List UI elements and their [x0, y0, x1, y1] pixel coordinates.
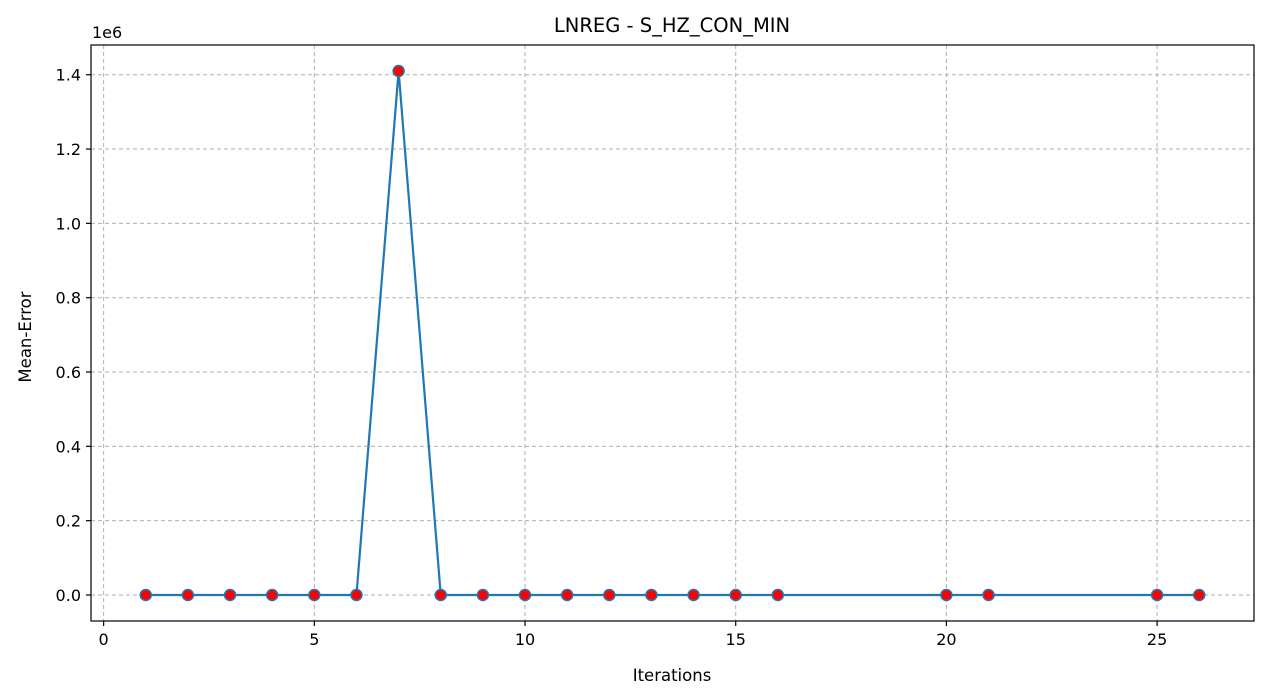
plot-frame — [90, 44, 1255, 622]
y-axis-label: Mean-Error — [16, 291, 35, 382]
x-tick-label: 5 — [309, 630, 319, 649]
y-tick-label: 0.8 — [56, 289, 81, 308]
data-point — [518, 588, 532, 602]
y-tick-label: 1.0 — [56, 214, 81, 233]
series-line — [145, 69, 1200, 597]
data-point — [771, 588, 785, 602]
y-tick-label: 0.6 — [56, 363, 81, 382]
y-tick-label: 1.2 — [56, 140, 81, 159]
y-tick-label: 0.0 — [56, 586, 81, 605]
data-point — [687, 588, 700, 602]
data-point — [308, 588, 321, 602]
data-point — [476, 588, 490, 602]
data-point — [181, 588, 195, 602]
x-tick-label: 0 — [99, 630, 109, 649]
data-point — [729, 588, 742, 602]
data-point — [139, 588, 153, 602]
x-axis-label: Iterations — [633, 666, 712, 685]
grid — [91, 45, 1254, 621]
y-tick-label: 1.4 — [56, 66, 81, 85]
data-point — [223, 588, 237, 602]
y-offset-text: 1e6 — [92, 23, 122, 42]
data-point — [434, 588, 447, 602]
x-axis: 0 5 10 15 20 25 — [99, 621, 1167, 649]
y-tick-label: 0.2 — [56, 512, 81, 531]
x-tick-label: 10 — [515, 630, 535, 649]
data-point — [1192, 588, 1206, 602]
data-point — [645, 588, 658, 602]
data-point — [940, 588, 953, 602]
chart-title: LNREG - S_HZ_CON_MIN — [554, 14, 790, 37]
data-point — [603, 588, 616, 602]
data-point — [392, 64, 405, 78]
x-tick-label: 25 — [1147, 630, 1167, 649]
data-point — [265, 588, 279, 602]
data-point — [350, 588, 363, 602]
data-point — [1150, 588, 1164, 602]
data-point — [982, 588, 995, 602]
series-layer — [139, 64, 1206, 602]
y-axis: 0.0 0.2 0.4 0.6 0.8 1.0 1.2 1.4 — [56, 66, 91, 605]
y-tick-label: 0.4 — [56, 437, 81, 456]
data-point — [560, 588, 574, 602]
x-tick-label: 20 — [936, 630, 956, 649]
x-tick-label: 15 — [726, 630, 746, 649]
